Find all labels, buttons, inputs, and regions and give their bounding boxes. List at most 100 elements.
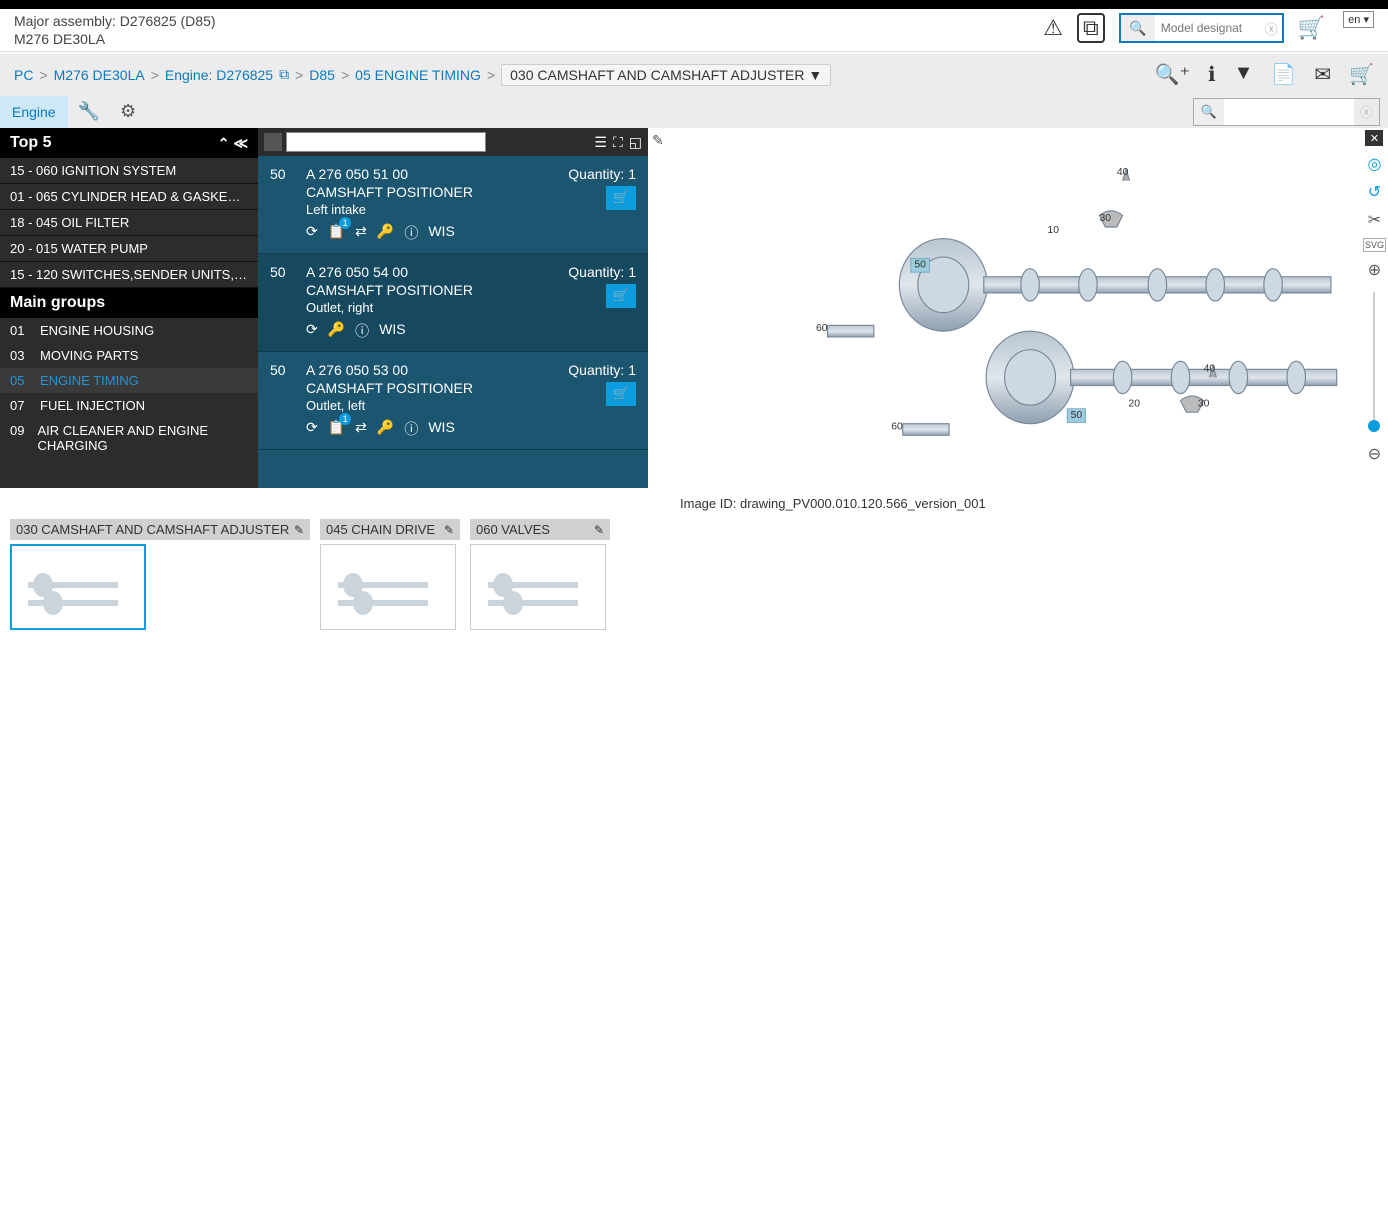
part-note: Outlet, left bbox=[306, 398, 552, 413]
search-button[interactable]: 🔍 bbox=[1121, 15, 1155, 41]
svg-text:40: 40 bbox=[1116, 167, 1128, 178]
add-to-cart-button[interactable]: 🛒 bbox=[606, 382, 636, 406]
group-name: MOVING PARTS bbox=[40, 348, 138, 363]
top-black-strip bbox=[0, 0, 1388, 9]
top5-item[interactable]: 20 - 015 WATER PUMP bbox=[0, 236, 258, 262]
thumb-image[interactable] bbox=[470, 544, 606, 630]
header-title: Major assembly: D276825 (D85) bbox=[14, 13, 1043, 29]
part-action-icon[interactable]: ⇄ bbox=[355, 223, 367, 243]
warning-icon[interactable]: ⚠ bbox=[1043, 15, 1063, 41]
part-row[interactable]: 50 A 276 050 53 00 CAMSHAFT POSITIONER O… bbox=[258, 352, 648, 450]
main-group-item[interactable]: 05ENGINE TIMING bbox=[0, 368, 258, 393]
thumb-image[interactable] bbox=[10, 544, 146, 630]
part-row[interactable]: 50 A 276 050 54 00 CAMSHAFT POSITIONER O… bbox=[258, 254, 648, 352]
cart-icon[interactable]: 🛒 bbox=[1298, 15, 1325, 41]
svg-text:50: 50 bbox=[1070, 410, 1082, 421]
breadcrumb-timing[interactable]: 05 ENGINE TIMING bbox=[355, 67, 481, 83]
main-group-item[interactable]: 07FUEL INJECTION bbox=[0, 393, 258, 418]
part-action-icon[interactable]: 🔑 bbox=[328, 321, 345, 341]
target-icon[interactable]: ◎ bbox=[1368, 154, 1382, 174]
parts-filter-input[interactable] bbox=[286, 132, 486, 152]
filter-icon[interactable]: ▼ bbox=[1234, 62, 1254, 87]
part-action-icon[interactable]: 📋 bbox=[328, 419, 345, 439]
part-action-icon[interactable]: ⓘ bbox=[404, 223, 418, 243]
tab-search-input[interactable] bbox=[1224, 99, 1354, 125]
zoom-in-icon[interactable]: 🔍⁺ bbox=[1155, 62, 1190, 87]
part-icons: ⟳ 📋 ⇄ 🔑 ⓘ WIS bbox=[306, 419, 552, 439]
diagram-close-icon[interactable]: ✕ bbox=[1365, 130, 1383, 146]
list-view-icon[interactable]: ☰ bbox=[594, 134, 607, 151]
svg-text:40: 40 bbox=[1203, 364, 1215, 375]
part-action-icon[interactable]: ⇄ bbox=[355, 419, 367, 439]
info-icon[interactable]: ℹ bbox=[1208, 62, 1216, 87]
mail-icon[interactable]: ✉ bbox=[1314, 62, 1331, 87]
tab-engine[interactable]: Engine bbox=[0, 96, 68, 128]
tab-tool2-icon[interactable]: ⚙ bbox=[110, 95, 146, 128]
part-action-icon[interactable]: 📋 bbox=[328, 223, 345, 243]
document-icon[interactable]: 📄 bbox=[1271, 62, 1296, 87]
part-action-icon[interactable]: WIS bbox=[428, 223, 454, 243]
part-action-icon[interactable]: WIS bbox=[379, 321, 405, 341]
breadcrumb-d85[interactable]: D85 bbox=[309, 67, 335, 83]
part-action-icon[interactable]: ⟳ bbox=[306, 321, 318, 341]
part-action-icon[interactable]: WIS bbox=[428, 419, 454, 439]
zoom-slider[interactable] bbox=[1373, 292, 1375, 432]
tab-tool1-icon[interactable]: 🔧 bbox=[68, 95, 110, 128]
breadcrumb-model[interactable]: M276 DE30LA bbox=[54, 67, 145, 83]
svg-export-icon[interactable]: SVG bbox=[1363, 238, 1386, 252]
part-row[interactable]: 50 A 276 050 51 00 CAMSHAFT POSITIONER L… bbox=[258, 156, 648, 254]
diagram-edit-icon[interactable]: ✎ bbox=[652, 132, 664, 149]
breadcrumb-engine[interactable]: Engine: D276825 bbox=[165, 67, 273, 83]
breadcrumb-pc[interactable]: PC bbox=[14, 67, 33, 83]
top5-item[interactable]: 18 - 045 OIL FILTER bbox=[0, 210, 258, 236]
main-group-item[interactable]: 03MOVING PARTS bbox=[0, 343, 258, 368]
main-group-item[interactable]: 09AIR CLEANER AND ENGINE CHARGING bbox=[0, 418, 258, 458]
add-to-cart-button[interactable]: 🛒 bbox=[606, 284, 636, 308]
part-name: CAMSHAFT POSITIONER bbox=[306, 380, 552, 396]
zoom-slider-thumb[interactable] bbox=[1368, 420, 1380, 432]
breadcrumb-copy-icon[interactable]: ⧉ bbox=[279, 66, 289, 83]
copy-icon[interactable]: ⧉ bbox=[1077, 13, 1105, 43]
zoom-out-tool-icon[interactable]: ⊖ bbox=[1368, 444, 1381, 464]
top5-item[interactable]: 01 - 065 CYLINDER HEAD & GASKET KIT bbox=[0, 184, 258, 210]
tab-search: 🔍 ⓧ bbox=[1193, 98, 1380, 126]
part-action-icon[interactable]: 🔑 bbox=[377, 419, 394, 439]
thumb-edit-icon[interactable]: ✎ bbox=[594, 523, 604, 537]
thumbnail[interactable]: 060 VALVES ✎ bbox=[470, 519, 610, 630]
thumb-edit-icon[interactable]: ✎ bbox=[444, 523, 454, 537]
part-action-icon[interactable]: ⟳ bbox=[306, 223, 318, 243]
top5-item[interactable]: 15 - 060 IGNITION SYSTEM bbox=[0, 158, 258, 184]
main-group-item[interactable]: 01ENGINE HOUSING bbox=[0, 318, 258, 343]
tab-search-button[interactable]: 🔍 bbox=[1194, 99, 1224, 125]
collapse-icon[interactable]: ⌃ ≪ bbox=[218, 135, 248, 152]
svg-text:30: 30 bbox=[1099, 213, 1111, 224]
popout-icon[interactable]: ◱ bbox=[629, 134, 642, 151]
thumb-header: 060 VALVES ✎ bbox=[470, 519, 610, 540]
part-action-icon[interactable]: 🔑 bbox=[377, 223, 394, 243]
part-action-icon[interactable]: ⓘ bbox=[404, 419, 418, 439]
tab-search-clear-icon[interactable]: ⓧ bbox=[1354, 99, 1379, 125]
top5-item[interactable]: 15 - 120 SWITCHES,SENDER UNITS,SE... bbox=[0, 262, 258, 288]
breadcrumb-current-dropdown[interactable]: 030 CAMSHAFT AND CAMSHAFT ADJUSTER ▼ bbox=[501, 64, 831, 86]
group-name: AIR CLEANER AND ENGINE CHARGING bbox=[38, 423, 248, 453]
model-search: 🔍 ⓧ bbox=[1119, 13, 1284, 43]
clear-search-icon[interactable]: ⓧ bbox=[1265, 15, 1282, 41]
thumbnail[interactable]: 045 CHAIN DRIVE ✎ bbox=[320, 519, 460, 630]
thumbnail[interactable]: 030 CAMSHAFT AND CAMSHAFT ADJUSTER ✎ bbox=[10, 519, 310, 630]
language-selector[interactable]: en ▾ bbox=[1343, 11, 1374, 28]
history-icon[interactable]: ↺ bbox=[1368, 182, 1381, 202]
thumb-image[interactable] bbox=[320, 544, 456, 630]
cart-disabled-icon[interactable]: 🛒 bbox=[1349, 62, 1374, 87]
part-action-icon[interactable]: ⟳ bbox=[306, 419, 318, 439]
cut-icon[interactable]: ✂ bbox=[1368, 210, 1381, 230]
thumb-label: 030 CAMSHAFT AND CAMSHAFT ADJUSTER bbox=[16, 522, 289, 537]
add-to-cart-button[interactable]: 🛒 bbox=[606, 186, 636, 210]
part-action-icon[interactable]: ⓘ bbox=[355, 321, 369, 341]
breadcrumb-bar: PC > M276 DE30LA > Engine: D276825 ⧉ > D… bbox=[0, 52, 1388, 95]
select-all-checkbox[interactable] bbox=[264, 133, 282, 151]
diagram-svg[interactable]: 40301050604020305060 bbox=[667, 146, 1370, 470]
zoom-in-tool-icon[interactable]: ⊕ bbox=[1368, 260, 1381, 280]
thumb-edit-icon[interactable]: ✎ bbox=[294, 523, 304, 537]
model-search-input[interactable] bbox=[1155, 15, 1265, 41]
expand-icon[interactable]: ⛶ bbox=[613, 134, 623, 151]
